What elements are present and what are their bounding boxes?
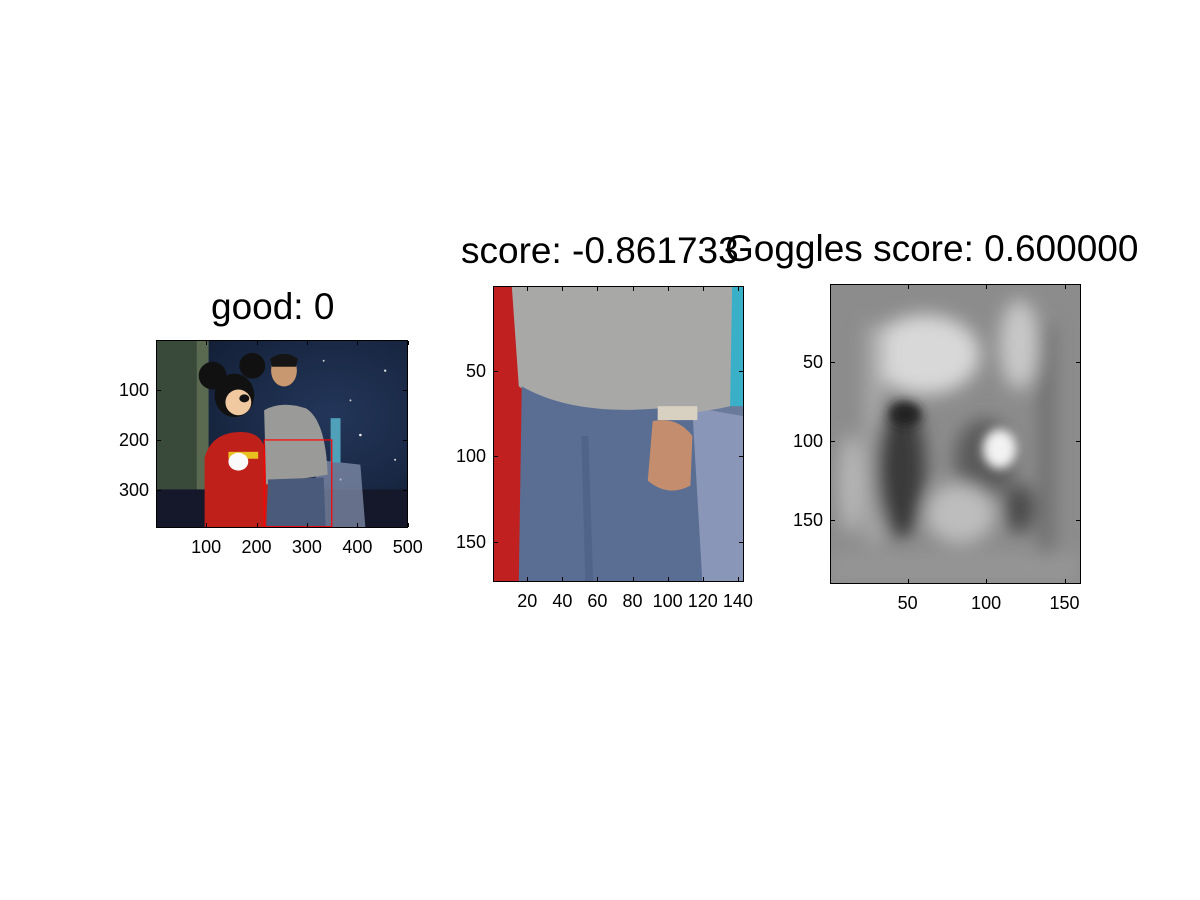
panel2-x-tick-mark [667,287,669,291]
panel2-y-tick-mark [494,370,498,372]
panel2-x-tick-label: 40 [552,591,573,611]
panel1-photo [157,341,407,527]
panel2-y-tick-label: 100 [455,446,486,467]
panel2-y-tick-mark [739,456,743,458]
panel2-image [493,286,744,582]
panel2-x-tick-label: 80 [622,591,643,611]
panel3-y-tick-label: 150 [792,510,823,531]
panel1-y-tick-label: 200 [118,430,149,451]
panel3-x-tick-mark [1064,285,1066,289]
panel2-x-tick-mark [527,577,529,581]
panel2-y-tick-label: 150 [455,531,486,552]
panel1-x-tick-mark [357,341,359,345]
panel2-y-tick-mark [739,370,743,372]
panel2-x-tick-mark [667,577,669,581]
panel3-x-tick-mark [986,285,988,289]
panel1-title: good: 0 [211,286,335,327]
panel1-x-tick-mark [306,341,308,345]
panel3-title: Goggles score: 0.600000 [725,228,1139,269]
panel2-x-tick-mark [632,577,634,581]
panel1-x-tick-label: 500 [392,537,423,557]
panel3-y-tick-label: 100 [792,431,823,452]
panel1-y-tick-mark [403,389,407,391]
panel3-x-tick-label: 50 [897,593,918,613]
panel3-x-tick-mark [986,579,988,583]
panel2-x-tick-mark [632,287,634,291]
panel1-x-tick-mark [256,523,258,527]
panel1-x-tick-mark [306,523,308,527]
panel3-y-tick-mark [1076,362,1080,364]
panel2-x-tick-label: 60 [587,591,608,611]
panel1-x-tick-label: 100 [191,537,222,557]
panel3-y-tick-mark [1076,520,1080,522]
panel2-y-tick-mark [494,541,498,543]
panel1-y-tick-mark [403,440,407,442]
panel1-y-tick-mark [157,440,161,442]
panel1-x-tick-mark [357,523,359,527]
panel1-y-tick-mark [157,490,161,492]
panel1-x-tick-label: 400 [342,537,373,557]
panel3-y-tick-mark [831,362,835,364]
panel2-x-tick-mark [737,287,739,291]
panel3-y-tick-mark [1076,441,1080,443]
panel3-x-tick-label: 150 [1049,593,1080,613]
panel3-y-tick-mark [831,441,835,443]
panel3-y-tick-label: 50 [802,352,823,373]
panel2-x-tick-mark [702,577,704,581]
panel2-x-tick-mark [702,287,704,291]
panel1-y-tick-mark [157,389,161,391]
panel1-y-tick-label: 300 [118,480,149,501]
panel2-x-tick-label: 140 [722,591,753,611]
panel2-y-tick-mark [494,456,498,458]
panel2-x-tick-mark [737,577,739,581]
panel1-y-tick-mark [403,490,407,492]
panel2-x-tick-label: 20 [517,591,538,611]
panel1-y-tick-label: 100 [118,379,149,400]
panel3-x-tick-mark [1064,579,1066,583]
panel2-x-tick-mark [527,287,529,291]
panel2-y-tick-mark [739,541,743,543]
panel3-heatmap-image [831,285,1080,583]
panel2-x-tick-label: 120 [687,591,718,611]
panel1-image [156,340,408,528]
panel2-title: score: -0.861733 [461,230,739,271]
panel3-x-tick-label: 100 [971,593,1002,613]
panel2-x-tick-mark [562,287,564,291]
panel3-heatmap [830,284,1081,584]
panel3-x-tick-mark [907,285,909,289]
panel1-x-tick-label: 200 [241,537,272,557]
panel1-x-tick-label: 300 [291,537,322,557]
panel1-x-tick-mark [407,341,409,345]
panel1-x-tick-mark [256,341,258,345]
panel1-x-tick-mark [206,523,208,527]
panel2-x-tick-label: 100 [652,591,683,611]
detection-box [263,439,333,527]
panel2-x-tick-mark [597,287,599,291]
panel2-photo [494,287,743,581]
panel1-x-tick-mark [206,341,208,345]
panel1-x-tick-mark [407,523,409,527]
panel2-y-tick-label: 50 [465,360,486,381]
panel3-x-tick-mark [907,579,909,583]
panel2-x-tick-mark [562,577,564,581]
panel2-x-tick-mark [597,577,599,581]
panel3-y-tick-mark [831,520,835,522]
